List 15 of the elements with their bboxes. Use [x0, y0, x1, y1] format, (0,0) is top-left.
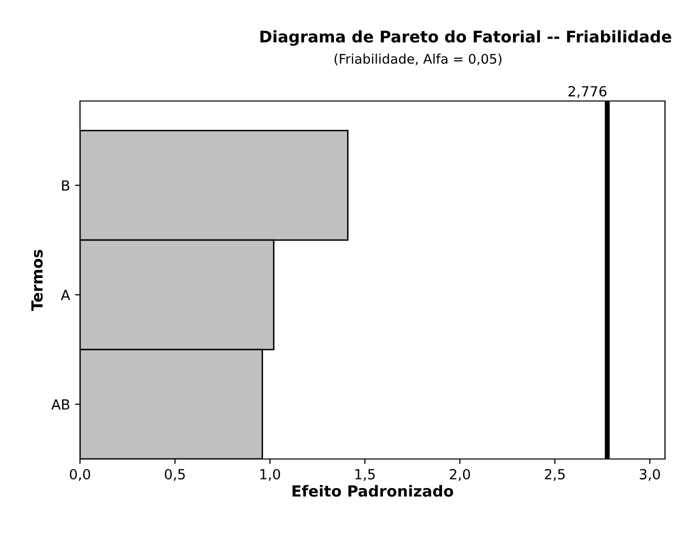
x-tick-label: 1,0 — [260, 468, 280, 481]
x-tick-label: 2,5 — [544, 468, 565, 481]
chart-title: Diagrama de Pareto do Fatorial -- Friabilidade — [260, 30, 672, 46]
x-tick-label: 0,5 — [164, 468, 185, 481]
chart-subtitle: (Friabilidade, Alfa = 0,05) — [334, 54, 502, 66]
x-tick-label: 1,5 — [355, 469, 375, 481]
x-tick-label: 3,0 — [640, 468, 660, 481]
y-tick-label: AB — [51, 399, 70, 410]
x-tick-label: 2,0 — [450, 468, 470, 481]
y-axis-title: Termos — [31, 250, 43, 311]
y-tick-label: A — [60, 290, 70, 300]
ref-line-label: 2,776 — [568, 86, 606, 98]
x-tick-label: 0,0 — [70, 468, 90, 481]
y-tick-label: B — [62, 180, 70, 191]
x-axis-title: Efeito Padronizado — [292, 484, 454, 497]
